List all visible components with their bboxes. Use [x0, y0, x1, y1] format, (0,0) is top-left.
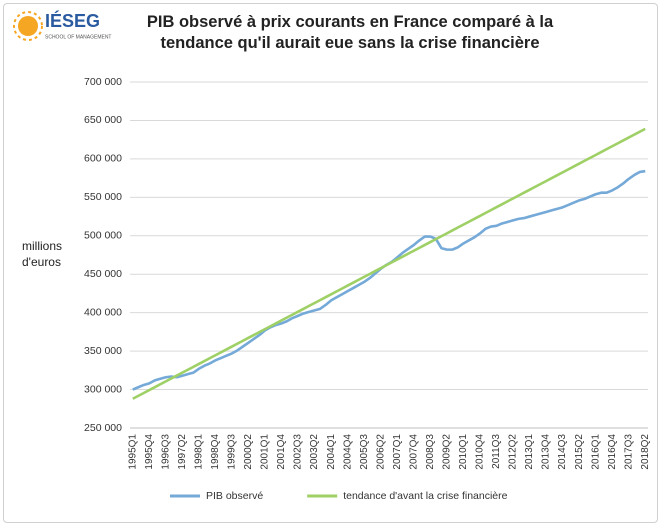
x-tick-label: 2017Q3: [623, 434, 634, 470]
x-tick-label: 2016Q1: [590, 434, 601, 470]
x-tick-label: 2007Q1: [392, 434, 403, 470]
x-tick-label: 2003Q2: [309, 434, 320, 470]
x-tick-label: 2018Q2: [640, 434, 651, 470]
x-tick-label: 1997Q2: [177, 434, 188, 470]
x-tick-label: 1999Q3: [227, 434, 238, 470]
x-tick-label: 1998Q4: [210, 434, 221, 470]
x-tick-label: 2008Q3: [425, 434, 436, 470]
y-tick-label: 550 000: [84, 191, 122, 203]
y-tick-label: 400 000: [84, 306, 122, 318]
y-tick-label: 300 000: [84, 383, 122, 395]
x-tick-label: 2010Q4: [475, 434, 486, 470]
legend-label: PIB observé: [206, 490, 263, 502]
x-tick-label: 2001Q4: [276, 434, 287, 470]
y-axis-label: millions d'euros: [22, 239, 63, 269]
y-tick-label: 500 000: [84, 230, 122, 242]
x-tick-label: 2005Q3: [359, 434, 370, 470]
logo-icon: [13, 11, 43, 41]
x-tick-label: 2004Q1: [326, 434, 337, 470]
x-tick-label: 1998Q1: [194, 434, 205, 470]
y-tick-label: 700 000: [84, 76, 122, 88]
y-tick-label: 350 000: [84, 345, 122, 357]
x-tick-label: 2015Q2: [574, 434, 585, 470]
y-tick-label: 450 000: [84, 268, 122, 280]
x-tick-label: 2012Q2: [508, 434, 519, 470]
x-tick-label: 2013Q1: [524, 434, 535, 470]
x-tick-label: 1996Q3: [160, 434, 171, 470]
y-tick-label: 600 000: [84, 153, 122, 165]
x-tick-label: 2014Q3: [557, 434, 568, 470]
logo-name: IÉSEG: [45, 10, 100, 31]
x-tick-label: 2006Q2: [375, 434, 386, 470]
frame: [3, 3, 658, 523]
chart-title: PIB observé à prix courants en France co…: [146, 13, 554, 52]
legend-label: tendance d'avant la crise financière: [343, 490, 507, 502]
x-tick-label: 2011Q3: [491, 434, 502, 469]
y-tick-label: 650 000: [84, 114, 122, 126]
y-tick-label: 250 000: [84, 422, 122, 434]
x-tick-label: 2013Q4: [541, 434, 552, 470]
x-tick-label: 2016Q4: [607, 434, 618, 470]
x-tick-label: 2010Q1: [458, 434, 469, 470]
series-line: [132, 169, 646, 391]
x-tick-label: 2001Q1: [260, 434, 271, 470]
x-tick-label: 2007Q4: [408, 434, 419, 470]
x-tick-label: 1995Q1: [127, 434, 138, 470]
x-tick-label: 2004Q4: [342, 434, 353, 470]
x-tick-label: 2009Q2: [442, 434, 453, 470]
x-tick-label: 1995Q4: [144, 434, 155, 470]
series-line: [132, 127, 646, 400]
x-tick-label: 2002Q3: [293, 434, 304, 470]
logo-tagline: SCHOOL OF MANAGEMENT: [45, 34, 112, 40]
x-tick-label: 2000Q2: [243, 434, 254, 470]
